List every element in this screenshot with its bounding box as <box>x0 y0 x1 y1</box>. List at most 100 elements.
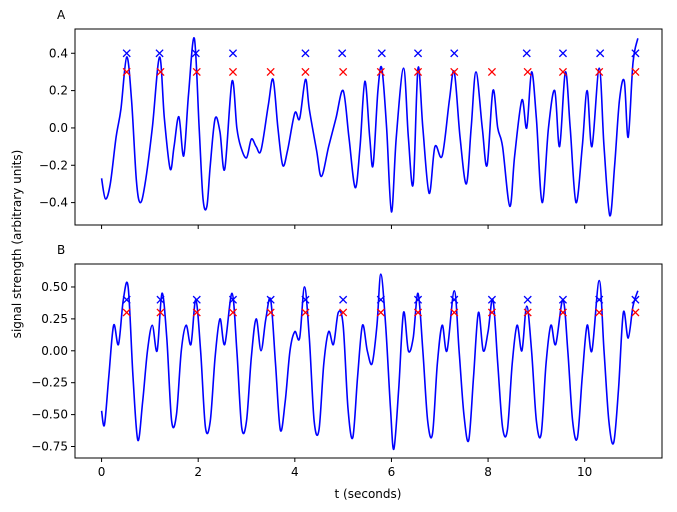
blue-x-marker <box>122 295 131 304</box>
marker-stroke <box>523 67 532 76</box>
panel-b: B −0.75 −0.50 −0.25 0.00 0.25 0.50 0 2 4 6 8 10 <box>31 243 663 479</box>
blue-x-marker <box>266 295 275 304</box>
blue-x-marker <box>376 295 385 304</box>
red-x-marker <box>266 67 275 76</box>
blue-x-marker <box>413 295 423 304</box>
plot-frame <box>74 263 663 459</box>
red-x-marker <box>301 67 310 76</box>
marker-stroke <box>413 295 423 304</box>
marker-stroke <box>156 308 165 317</box>
red-x-marker <box>339 67 348 76</box>
red-x-marker <box>523 308 532 317</box>
red-x-marker <box>122 308 131 317</box>
y-tick-label: −0.50 <box>31 408 68 422</box>
red-x-marker <box>192 308 201 317</box>
marker-stroke <box>450 49 459 58</box>
marker-stroke <box>301 49 310 58</box>
marker-stroke <box>339 295 348 304</box>
y-tick-label: 0.25 <box>41 312 68 326</box>
marker-stroke <box>631 67 640 76</box>
blue-x-marker <box>338 49 347 58</box>
red-x-marker <box>156 308 165 317</box>
marker-stroke <box>228 295 238 304</box>
red-x-marker <box>631 67 640 76</box>
y-tick-label: −0.2 <box>39 158 68 172</box>
marker-stroke <box>266 308 275 317</box>
red-x-marker <box>228 308 238 317</box>
marker-stroke <box>487 295 496 304</box>
red-x-marker <box>595 308 604 317</box>
red-x-marker <box>122 67 131 76</box>
red-x-marker <box>192 67 201 76</box>
marker-stroke <box>376 295 385 304</box>
marker-stroke <box>301 308 310 317</box>
blue-x-marker <box>631 295 640 304</box>
blue-x-marker <box>301 49 310 58</box>
y-tick-label: 0.50 <box>41 280 68 294</box>
blue-x-marker <box>631 49 640 58</box>
x-tick-label: 8 <box>484 465 492 479</box>
marker-stroke <box>228 308 238 317</box>
marker-stroke <box>266 67 275 76</box>
red-x-marker <box>228 67 238 76</box>
blue-x-marker <box>487 295 496 304</box>
marker-stroke <box>487 308 496 317</box>
red-x-marker <box>631 308 640 317</box>
red-x-marker <box>301 308 310 317</box>
signal-line <box>100 273 639 450</box>
marker-stroke <box>192 67 201 76</box>
panel-label: B <box>57 243 65 257</box>
red-x-marker <box>376 308 385 317</box>
red-x-marker <box>413 67 423 76</box>
red-x-marker <box>595 67 604 76</box>
x-tick-label: 4 <box>291 465 299 479</box>
marker-stroke <box>339 67 348 76</box>
panel-a: A −0.4 −0.2 0.0 0.2 0.4 <box>39 8 663 229</box>
marker-stroke <box>192 295 201 304</box>
marker-stroke <box>122 308 131 317</box>
blue-x-marker <box>558 49 568 58</box>
marker-stroke <box>522 49 531 58</box>
red-x-marker <box>558 308 568 317</box>
y-tick-label: −0.4 <box>39 196 68 210</box>
blue-x-marker <box>413 49 423 58</box>
red-x-marker <box>558 67 568 76</box>
marker-stroke <box>450 308 459 317</box>
marker-stroke <box>228 49 238 58</box>
x-tick-label: 2 <box>194 465 202 479</box>
marker-stroke <box>558 67 568 76</box>
y-tick-label: −0.25 <box>31 376 68 390</box>
blue-x-marker <box>596 49 605 58</box>
marker-stroke <box>523 295 532 304</box>
marker-stroke <box>266 295 275 304</box>
red-x-marker <box>450 67 459 76</box>
marker-stroke <box>595 295 604 304</box>
panel-label: A <box>57 8 66 22</box>
x-tick-label: 0 <box>98 465 106 479</box>
blue-x-marker <box>522 49 531 58</box>
plot-frame <box>74 28 663 226</box>
blue-x-marker <box>301 295 310 304</box>
marker-stroke <box>595 67 604 76</box>
y-tick-label: 0.4 <box>49 46 68 60</box>
marker-stroke <box>487 67 496 76</box>
blue-x-marker <box>450 295 459 304</box>
marker-stroke <box>228 67 238 76</box>
blue-x-marker <box>339 295 348 304</box>
marker-stroke <box>192 308 201 317</box>
x-axis-label: t (seconds) <box>335 487 402 501</box>
blue-x-marker <box>450 49 459 58</box>
marker-stroke <box>413 308 423 317</box>
signal-line <box>100 37 639 217</box>
y-tick-label: 0.00 <box>41 344 68 358</box>
blue-x-marker <box>155 49 164 58</box>
marker-stroke <box>450 295 459 304</box>
marker-stroke <box>558 308 568 317</box>
marker-stroke <box>450 67 459 76</box>
red-x-marker <box>487 308 496 317</box>
marker-stroke <box>595 308 604 317</box>
marker-stroke <box>191 49 200 58</box>
red-x-marker <box>339 308 348 317</box>
marker-stroke <box>122 295 131 304</box>
